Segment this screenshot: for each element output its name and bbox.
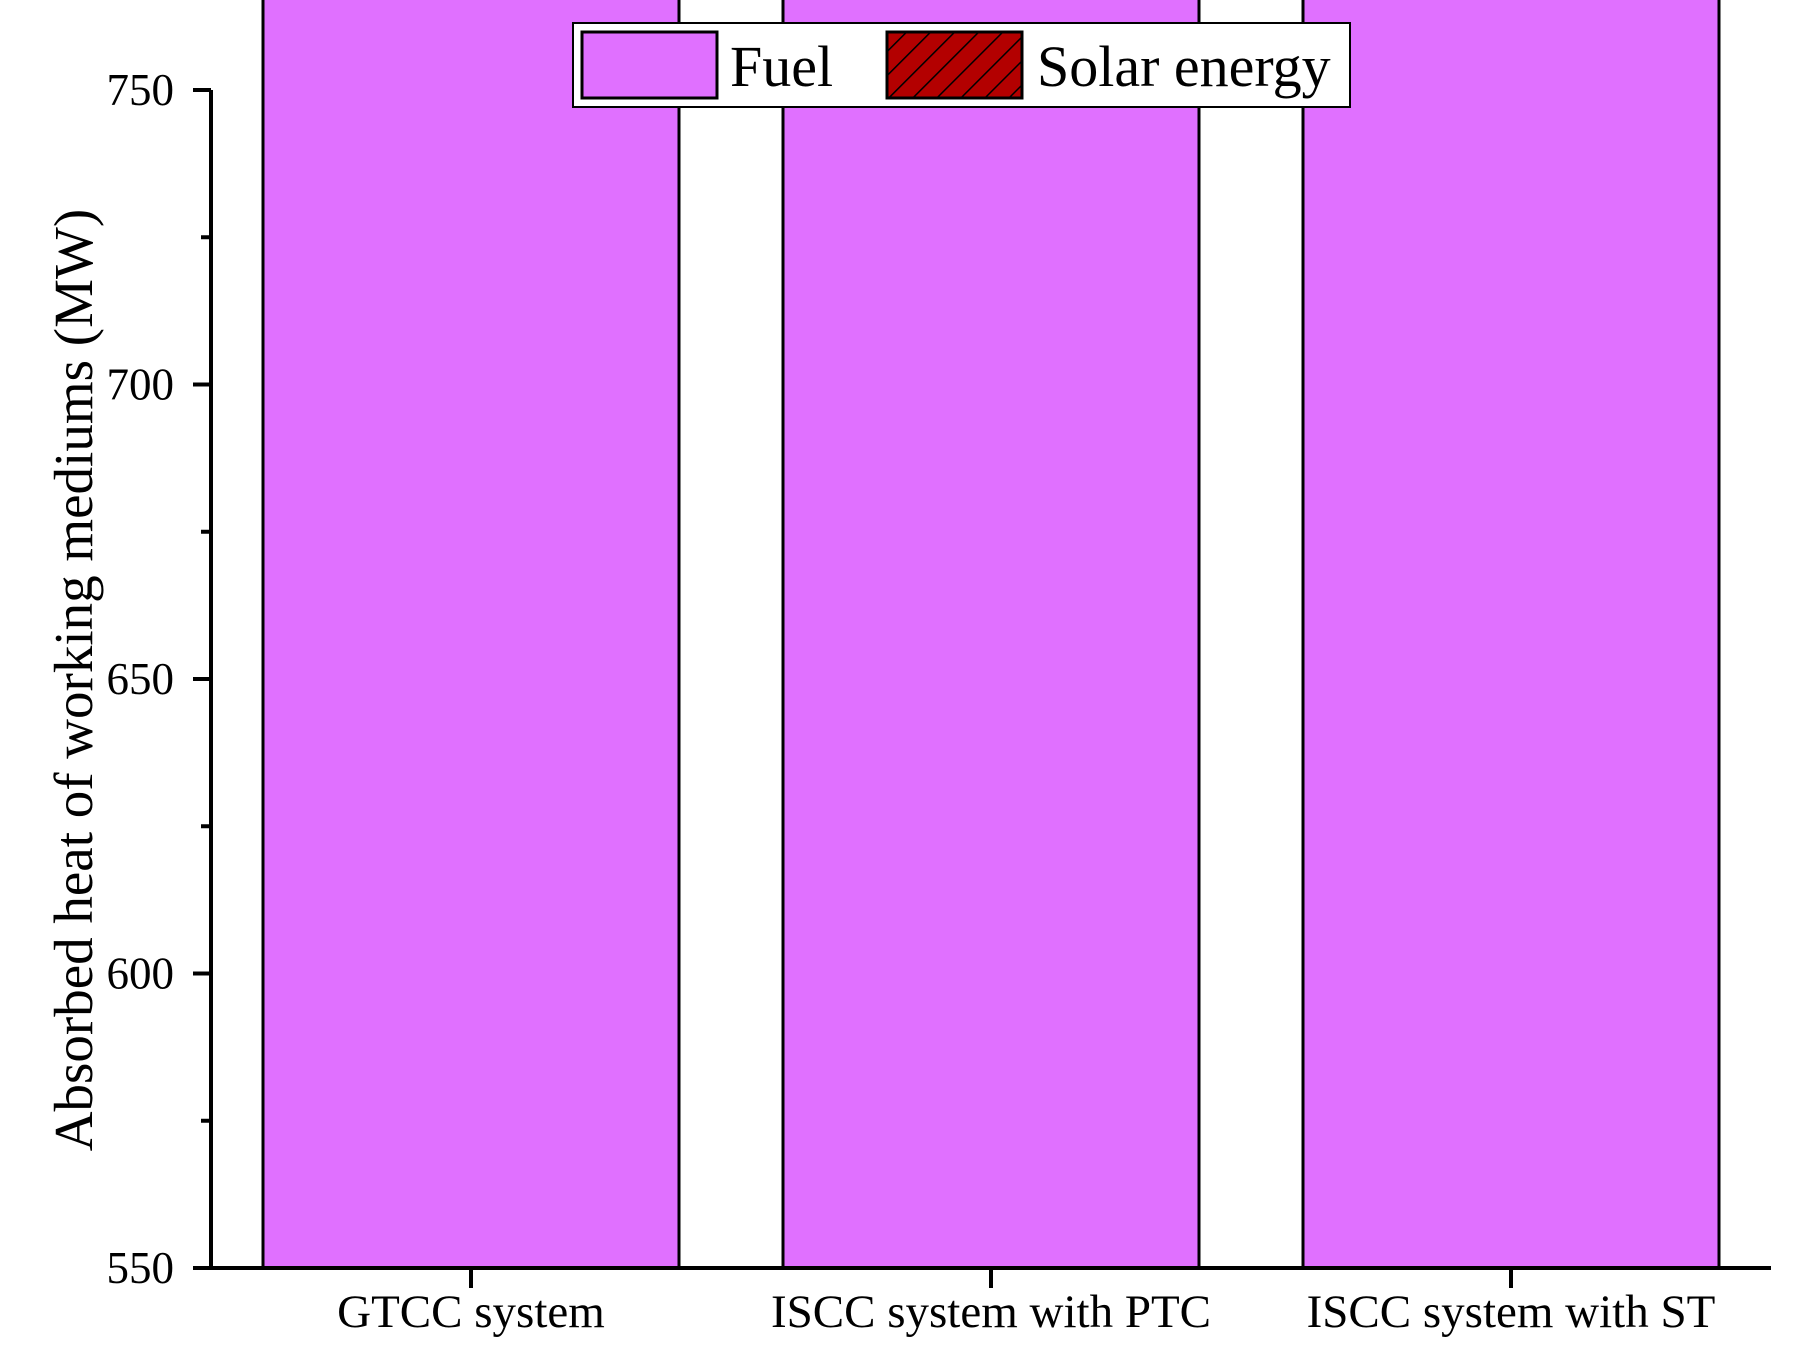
y-tick-label: 750: [107, 65, 175, 115]
bars-group: [261, 0, 1721, 1270]
x-ticks: GTCC system ISCC system with PTC ISCC syst…: [337, 1268, 1715, 1338]
y-tick-label: 600: [107, 949, 175, 999]
legend-swatch-fuel: [580, 30, 719, 100]
y-axis-title: Absorbed heat of working mediums (MW): [43, 209, 104, 1151]
legend-label-solar-energy: Solar energy: [1037, 34, 1331, 99]
y-tick-label: 550: [107, 1243, 175, 1293]
y-axis: 550 600 650 700 750 Absorbed heat of working…: [43, 65, 213, 1293]
x-tick-label-iscc-ptc: ISCC system with PTC: [771, 1286, 1211, 1338]
legend-label-fuel: Fuel: [730, 34, 833, 99]
bar-fuel-gtcc: [261, 0, 681, 1270]
bar-fuel-iscc-st: [1301, 0, 1721, 1270]
y-ticks: 550 600 650 700 750: [107, 65, 211, 1293]
x-axis: GTCC system ISCC system with PTC ISCC syst…: [209, 1266, 1771, 1338]
x-tick-label-gtcc: GTCC system: [337, 1286, 605, 1338]
y-tick-label: 700: [107, 360, 175, 410]
legend-swatch-solar-energy: [885, 30, 1024, 100]
x-tick-label-iscc-st: ISCC system with ST: [1307, 1286, 1716, 1338]
y-tick-label: 650: [107, 654, 175, 704]
bar-fuel-iscc-ptc: [781, 0, 1201, 1270]
legend: Fuel Solar energy: [572, 22, 1351, 108]
